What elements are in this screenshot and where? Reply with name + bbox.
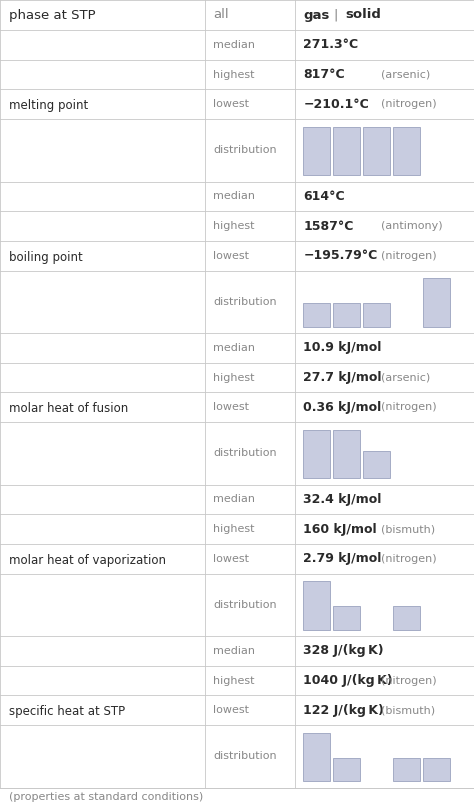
Text: highest: highest [213, 373, 255, 383]
Bar [303, 733, 330, 781]
Text: highest: highest [213, 675, 255, 686]
Text: solid: solid [346, 9, 381, 22]
Text: (antimony): (antimony) [382, 221, 443, 231]
Bar [333, 429, 360, 479]
Text: −210.1°C: −210.1°C [303, 98, 369, 111]
Text: distribution: distribution [213, 297, 277, 307]
Text: highest: highest [213, 221, 255, 231]
Text: 2.79 kJ/mol: 2.79 kJ/mol [303, 552, 382, 565]
Text: lowest: lowest [213, 554, 249, 564]
Bar [393, 127, 420, 175]
Text: distribution: distribution [213, 145, 277, 155]
Text: 614°C: 614°C [303, 190, 345, 203]
Text: specific heat at STP: specific heat at STP [9, 705, 125, 718]
Text: molar heat of vaporization: molar heat of vaporization [9, 554, 165, 567]
Bar [333, 758, 360, 781]
Text: lowest: lowest [213, 251, 249, 261]
Bar [303, 429, 330, 479]
Text: distribution: distribution [213, 600, 277, 610]
Bar [423, 278, 450, 327]
Bar [423, 758, 450, 781]
Text: −195.79°C: −195.79°C [303, 249, 378, 262]
Bar [303, 581, 330, 629]
Bar [364, 303, 390, 327]
Text: 27.7 kJ/mol: 27.7 kJ/mol [303, 371, 382, 384]
Text: 271.3°C: 271.3°C [303, 39, 358, 52]
Text: highest: highest [213, 524, 255, 534]
Text: 1587°C: 1587°C [303, 220, 354, 232]
Bar [364, 127, 390, 175]
Text: boiling point: boiling point [9, 251, 82, 264]
Text: 160 kJ/mol: 160 kJ/mol [303, 523, 377, 536]
Text: (nitrogen): (nitrogen) [382, 554, 437, 564]
Text: (nitrogen): (nitrogen) [382, 402, 437, 412]
Text: 817°C: 817°C [303, 68, 345, 81]
Text: |: | [333, 9, 338, 22]
Text: (bismuth): (bismuth) [382, 705, 436, 715]
Bar [333, 606, 360, 629]
Text: phase at STP: phase at STP [9, 9, 95, 22]
Text: distribution: distribution [213, 449, 277, 458]
Text: 32.4 kJ/mol: 32.4 kJ/mol [303, 493, 382, 506]
Bar [364, 451, 390, 479]
Bar [303, 303, 330, 327]
Text: median: median [213, 495, 255, 504]
Text: 328 J/(kg K): 328 J/(kg K) [303, 644, 384, 658]
Text: melting point: melting point [9, 99, 88, 112]
Text: lowest: lowest [213, 402, 249, 412]
Text: (nitrogen): (nitrogen) [382, 251, 437, 261]
Bar [303, 127, 330, 175]
Text: (arsenic): (arsenic) [382, 69, 430, 80]
Text: 0.36 kJ/mol: 0.36 kJ/mol [303, 401, 382, 414]
Text: median: median [213, 646, 255, 656]
Text: (arsenic): (arsenic) [382, 373, 430, 383]
Text: (nitrogen): (nitrogen) [382, 675, 437, 686]
Text: highest: highest [213, 69, 255, 80]
Text: median: median [213, 40, 255, 50]
Bar [333, 127, 360, 175]
Text: 1040 J/(kg K): 1040 J/(kg K) [303, 674, 393, 687]
Text: all: all [213, 9, 229, 22]
Bar [333, 303, 360, 327]
Text: median: median [213, 191, 255, 202]
Bar [393, 758, 420, 781]
Text: median: median [213, 343, 255, 353]
Text: (bismuth): (bismuth) [382, 524, 436, 534]
Text: lowest: lowest [213, 705, 249, 715]
Text: 122 J/(kg K): 122 J/(kg K) [303, 704, 384, 717]
Text: 10.9 kJ/mol: 10.9 kJ/mol [303, 341, 382, 354]
Text: gas: gas [303, 9, 330, 22]
Text: (nitrogen): (nitrogen) [382, 99, 437, 109]
Bar [393, 606, 420, 629]
Text: (properties at standard conditions): (properties at standard conditions) [9, 792, 203, 802]
Text: lowest: lowest [213, 99, 249, 109]
Text: molar heat of fusion: molar heat of fusion [9, 402, 128, 416]
Text: distribution: distribution [213, 751, 277, 761]
